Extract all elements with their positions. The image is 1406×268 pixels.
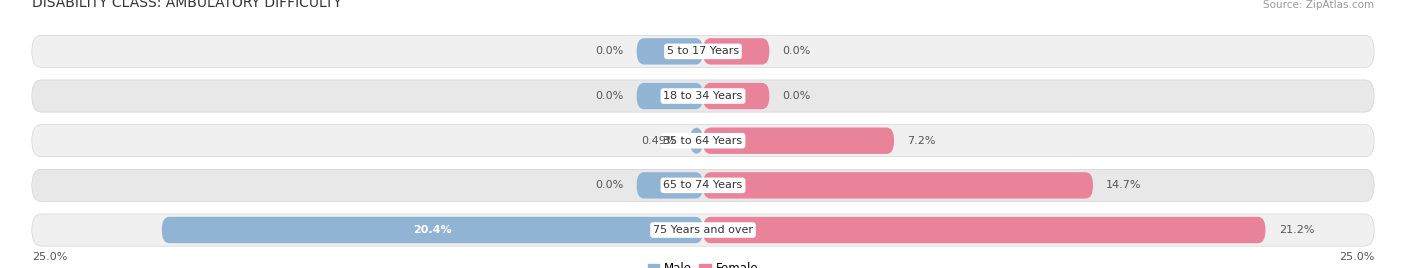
Text: 0.49%: 0.49% [641,136,676,146]
Text: DISABILITY CLASS: AMBULATORY DIFFICULTY: DISABILITY CLASS: AMBULATORY DIFFICULTY [32,0,342,10]
FancyBboxPatch shape [32,80,1374,112]
Text: 7.2%: 7.2% [907,136,936,146]
Text: 14.7%: 14.7% [1107,180,1142,190]
FancyBboxPatch shape [703,83,769,109]
FancyBboxPatch shape [637,38,703,65]
Text: 0.0%: 0.0% [783,46,811,56]
Text: 20.4%: 20.4% [413,225,451,235]
FancyBboxPatch shape [32,214,1374,246]
Text: 0.0%: 0.0% [595,91,623,101]
Text: 0.0%: 0.0% [783,91,811,101]
Text: 35 to 64 Years: 35 to 64 Years [664,136,742,146]
FancyBboxPatch shape [637,172,703,199]
Text: 0.0%: 0.0% [595,46,623,56]
Text: 65 to 74 Years: 65 to 74 Years [664,180,742,190]
FancyBboxPatch shape [703,172,1092,199]
FancyBboxPatch shape [32,169,1374,202]
Text: 75 Years and over: 75 Years and over [652,225,754,235]
Text: 18 to 34 Years: 18 to 34 Years [664,91,742,101]
Text: 0.0%: 0.0% [595,180,623,190]
FancyBboxPatch shape [690,128,703,154]
Text: 25.0%: 25.0% [1339,252,1374,262]
FancyBboxPatch shape [703,217,1265,243]
Text: Source: ZipAtlas.com: Source: ZipAtlas.com [1263,0,1374,10]
FancyBboxPatch shape [703,128,894,154]
Text: 25.0%: 25.0% [32,252,67,262]
FancyBboxPatch shape [32,125,1374,157]
FancyBboxPatch shape [162,217,703,243]
FancyBboxPatch shape [703,38,769,65]
Legend: Male, Female: Male, Female [648,262,758,268]
FancyBboxPatch shape [637,83,703,109]
Text: 21.2%: 21.2% [1278,225,1315,235]
FancyBboxPatch shape [32,35,1374,68]
Text: 5 to 17 Years: 5 to 17 Years [666,46,740,56]
